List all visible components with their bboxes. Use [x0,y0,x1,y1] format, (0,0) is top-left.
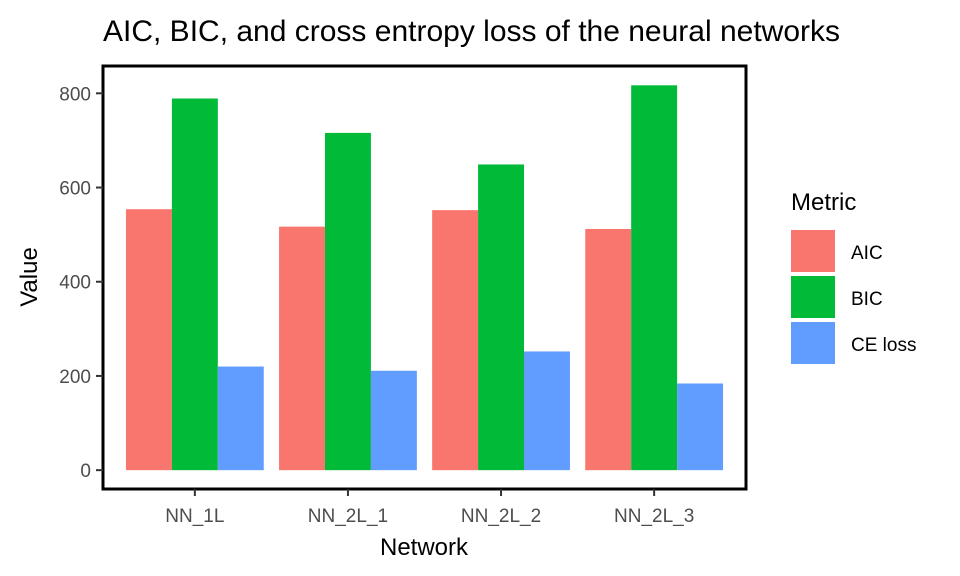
y-tick-label: 400 [59,273,91,294]
x-axis-title: Network [380,534,469,561]
bar-aic-nn_1l [125,209,172,471]
x-tick-label: NN_2L_3 [614,506,694,527]
legend: Metric AIC BIC CE loss [791,189,916,364]
legend-label-ce-loss: CE loss [851,335,916,356]
x-axis: NN_1L NN_2L_1 NN_2L_2 NN_2L_3 [165,489,694,527]
bar-bic-nn_2l_2 [478,164,525,471]
bar-bic-nn_1l [171,98,218,471]
x-tick-label: NN_2L_1 [308,506,388,527]
bar-ce-loss-nn_1l [217,366,264,471]
y-tick-label: 600 [59,179,91,200]
bar-ce-loss-nn_2l_2 [524,351,570,471]
legend-swatch-ce-loss [791,322,835,364]
y-tick-label: 0 [80,461,91,482]
bar-bic-nn_2l_1 [324,132,371,471]
legend-title: Metric [791,189,856,216]
legend-label-bic: BIC [851,289,883,310]
legend-label-aic: AIC [851,243,883,264]
bar-aic-nn_2l_3 [585,228,632,471]
bars-group [125,85,724,471]
y-axis: 0 200 400 600 800 [59,84,103,482]
y-tick-label: 200 [59,367,91,388]
x-tick-label: NN_1L [165,506,224,527]
legend-swatch-bic [791,276,835,318]
bar-ce-loss-nn_2l_1 [370,370,417,471]
bar-aic-nn_2l_2 [432,210,479,471]
bar-bic-nn_2l_3 [631,85,678,471]
chart-title: AIC, BIC, and cross entropy loss of the … [103,15,840,48]
bar-aic-nn_2l_1 [279,226,325,471]
x-tick-label: NN_2L_2 [461,506,541,527]
bar-ce-loss-nn_2l_3 [677,383,724,471]
y-axis-title: Value [16,247,43,307]
plot-panel-border [101,64,748,491]
y-tick-label: 800 [59,84,91,105]
legend-swatch-aic [791,230,835,272]
